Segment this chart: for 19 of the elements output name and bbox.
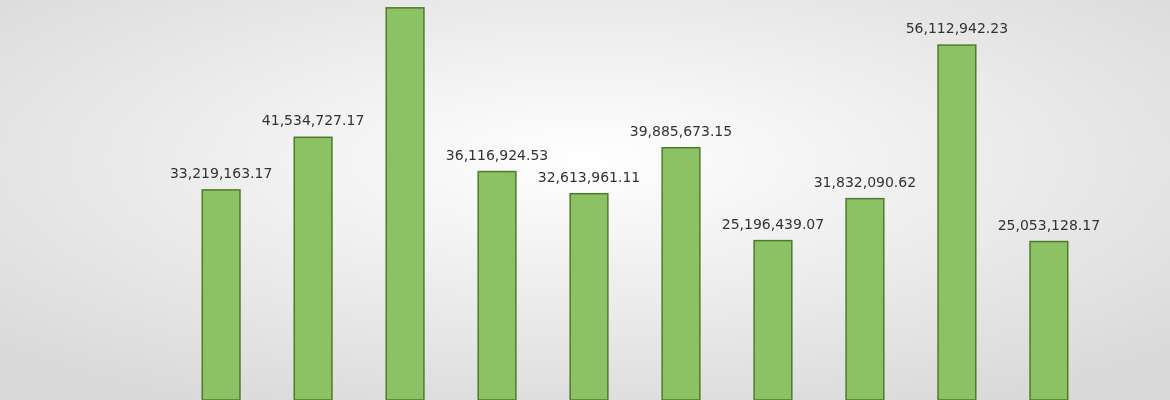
data-label: 33,219,163.17	[169, 164, 273, 181]
data-label: 39,885,673.15	[629, 122, 733, 139]
bar	[937, 44, 977, 400]
data-label: 56,112,942.23	[905, 20, 1009, 37]
data-label: 25,053,128.17	[997, 216, 1101, 233]
data-label: 41,534,727.17	[261, 112, 365, 129]
bar	[201, 189, 241, 400]
data-label: 25,196,439.07	[721, 215, 825, 232]
data-label: 32,613,961.11	[537, 168, 641, 185]
bar	[385, 7, 425, 400]
bar	[1029, 240, 1069, 400]
bar	[569, 192, 609, 400]
bar	[753, 239, 793, 400]
bar	[661, 146, 701, 400]
bar	[477, 170, 517, 400]
bar	[845, 197, 885, 400]
data-label: 36,116,924.53	[445, 146, 549, 163]
data-label: 31,832,090.62	[813, 173, 917, 190]
bar	[293, 136, 333, 400]
